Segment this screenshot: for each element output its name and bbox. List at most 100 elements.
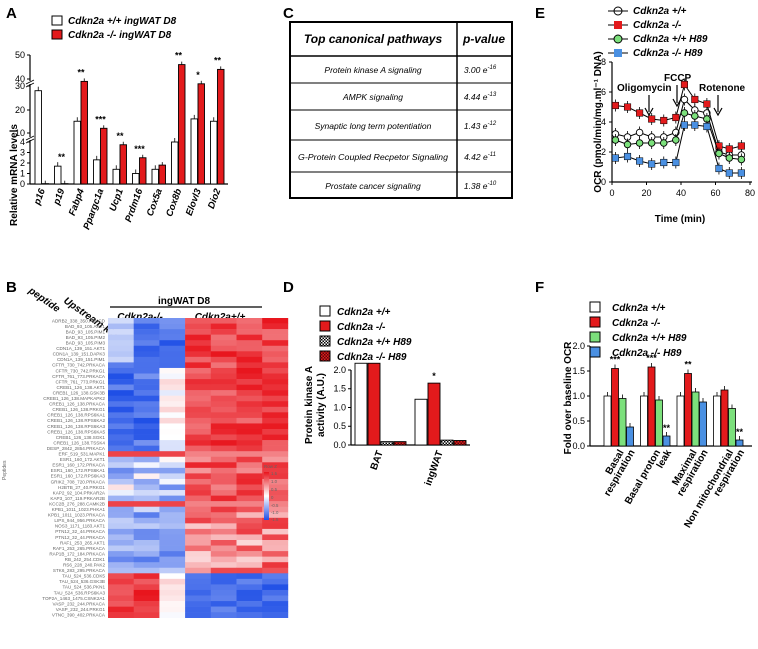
b-cell-52-5: [236, 606, 263, 613]
b-cell-46-4: [210, 573, 237, 580]
b-cell-46-3: [185, 573, 212, 580]
b-row-label-13: CREB1_126_138.GSK3B: [53, 390, 105, 395]
b-cell-32-6: [262, 495, 289, 502]
c-row-2-pathway: AMPK signaling: [342, 92, 403, 102]
b-row-label-32: KAP3_107_119.PRKAR2B: [50, 496, 105, 501]
b-cell-23-6: [262, 445, 289, 452]
b-cell-53-3: [185, 612, 212, 618]
b-cell-18-1: [133, 417, 160, 424]
b-cell-4-5: [236, 340, 263, 347]
b-cell-14-3: [185, 395, 212, 402]
b-row-label-45: STK6_283_295.PRKACA: [53, 568, 106, 573]
b-cell-29-2: [159, 478, 186, 485]
b-row-label-52: VASP_232_244.PRKG1: [56, 607, 106, 612]
b-cell-15-6: [262, 401, 289, 408]
f-ytick-20: 2.0: [572, 341, 585, 351]
b-cell-28-2: [159, 473, 186, 480]
b-colorbar-title: Row Z: [264, 464, 277, 469]
c-row-4-pvalue: 4.42 e-11: [464, 152, 496, 162]
e-point-2-2: [635, 139, 644, 147]
legend-label-e-2: Cdkn2a -/-: [633, 20, 682, 31]
b-cell-4-4: [210, 340, 237, 347]
b-cell-34-6: [262, 506, 289, 513]
b-cell-11-1: [133, 379, 160, 385]
d-ytick-05: 0.5: [333, 421, 346, 431]
b-row-label-53: VTNC_390_402.PRKACA: [52, 612, 106, 617]
b-cell-28-1: [133, 473, 160, 480]
b-cell-16-0: [108, 406, 134, 413]
a-bar-ko-6: [158, 164, 166, 185]
b-cell-46-2: [159, 573, 186, 580]
b-cell-28-5: [236, 473, 263, 480]
b-cb-tick-0: 1.5: [271, 471, 278, 476]
b-cell-30-3: [185, 484, 212, 491]
e-point-3-3: [648, 160, 656, 168]
b-cell-25-0: [108, 456, 134, 463]
b-cell-28-3: [185, 473, 212, 480]
b-cell-15-1: [133, 401, 160, 408]
c-header-pvalue: p-value: [462, 32, 505, 46]
d-axes: 0.0 0.5 1.0 1.5 2.0: [333, 365, 470, 450]
b-cell-13-2: [159, 390, 186, 396]
b-cell-10-0: [108, 373, 134, 380]
b-cell-6-4: [210, 351, 237, 358]
f-bar-1-2: [655, 399, 663, 447]
b-cell-2-5: [236, 329, 263, 335]
b-cell-52-6: [262, 606, 289, 613]
b-row-label-6: CDN1A_139_151.DAPK3: [53, 352, 106, 357]
e-ytick-2: 2: [601, 147, 606, 157]
b-cell-3-4: [210, 334, 237, 341]
e-y-axis-label: OCR (pmol/min/mg.ml⁻¹ DNA): [593, 51, 604, 192]
b-cell-22-2: [159, 440, 186, 446]
b-row-label-48: TAU_524_536.PKN1: [62, 585, 105, 590]
c-row-3-pathway: Synaptic long term potentiation: [315, 121, 432, 131]
e-point-0-6: [680, 95, 689, 104]
b-cell-41-1: [133, 545, 160, 552]
a-xtick-1: p19: [51, 187, 68, 208]
b-cell-27-0: [108, 467, 134, 474]
b-cell-7-4: [210, 356, 237, 363]
c-row-1-pathway: Protein kinase A signaling: [324, 65, 421, 75]
e-ytick-8: 8: [601, 57, 606, 67]
e-point-1-1: [623, 103, 632, 111]
b-cell-20-4: [210, 429, 237, 435]
b-cell-37-6: [262, 523, 289, 530]
a-xtick-4: Ucp1: [108, 187, 126, 213]
panel-label-e: E: [535, 5, 545, 22]
f-sig-ko-1: ***: [646, 353, 657, 363]
b-cell-45-5: [236, 567, 263, 574]
b-cell-13-0: [108, 390, 134, 396]
b-cell-48-4: [210, 584, 237, 591]
b-cell-19-3: [185, 423, 212, 430]
d-sig-1: *: [432, 371, 436, 381]
a-ytick-4: 4: [20, 137, 25, 147]
b-cell-25-2: [159, 456, 186, 463]
b-cell-10-5: [236, 373, 263, 380]
a-axis-break-1: [26, 137, 34, 140]
e-ytick-4: 4: [601, 117, 606, 127]
b-cell-25-5: [236, 456, 263, 463]
b-cell-24-5: [236, 451, 263, 458]
b-cell-1-3: [185, 323, 212, 330]
b-cell-25-6: [262, 456, 289, 463]
f-bar-3-2: [728, 408, 736, 447]
d-ytick-15: 1.5: [333, 384, 346, 394]
e-xtick-20: 20: [641, 188, 651, 198]
legend-swatch-d-2: [319, 320, 331, 332]
a-bar-wt-9: [210, 120, 218, 185]
d-ytick-10: 1.0: [333, 403, 346, 413]
b-cell-31-5: [236, 490, 263, 496]
b-cell-51-4: [210, 601, 237, 607]
b-cell-12-2: [159, 384, 186, 391]
b-cell-42-5: [236, 551, 263, 557]
b-row-label-9: CFTR_730_742.PRKG1: [55, 368, 105, 373]
legend-swatch-f-3: [589, 331, 601, 343]
b-cell-15-4: [210, 401, 237, 408]
a-xtick-8: Elovl3: [184, 187, 204, 218]
b-group-wt: Cdkn2a+/+: [195, 312, 246, 323]
legend-label-f-1: Cdkn2a +/+: [612, 303, 666, 314]
b-cell-25-1: [133, 456, 160, 463]
b-cell-3-1: [133, 334, 160, 341]
a-y-axis-label: Relative mRNA levels: [9, 124, 20, 226]
b-cell-30-5: [236, 484, 263, 491]
